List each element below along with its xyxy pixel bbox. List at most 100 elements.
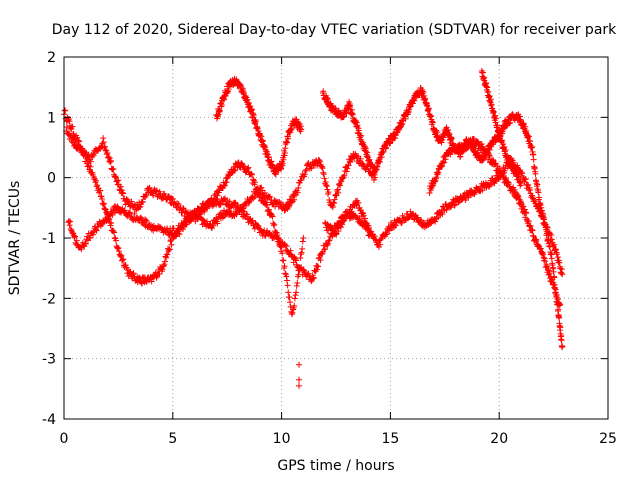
- data-point: [294, 189, 301, 196]
- data-point: [295, 184, 302, 191]
- data-point: [439, 211, 446, 218]
- data-point: [122, 201, 129, 208]
- y-tick-label: 1: [47, 110, 56, 126]
- data-point: [519, 169, 526, 176]
- y-tick-label: -3: [42, 352, 56, 368]
- data-point: [404, 210, 411, 217]
- data-point: [66, 118, 73, 125]
- data-point: [302, 167, 309, 174]
- data-point: [271, 221, 278, 228]
- data-point: [264, 148, 271, 155]
- data-point: [276, 199, 283, 206]
- data-point: [145, 185, 152, 192]
- x-tick-label: 20: [490, 431, 508, 447]
- data-point: [537, 208, 544, 215]
- data-point: [354, 122, 361, 129]
- data-point: [345, 162, 352, 169]
- data-point: [362, 166, 369, 173]
- data-point: [280, 257, 287, 264]
- data-point: [502, 147, 509, 154]
- data-point: [261, 189, 268, 196]
- data-point: [127, 209, 134, 216]
- data-point: [484, 149, 491, 156]
- data-point: [551, 241, 558, 248]
- y-tick-label: -1: [42, 231, 56, 247]
- series-isolated-points: [296, 361, 303, 389]
- data-point: [243, 202, 250, 209]
- data-point: [341, 216, 348, 223]
- data-point: [287, 247, 294, 254]
- data-point: [518, 170, 525, 177]
- data-point: [210, 222, 217, 229]
- data-point: [308, 165, 315, 172]
- x-tick-label: 0: [60, 431, 69, 447]
- y-axis-ticks: -4 -3 -2 -1 0 1 2: [42, 50, 608, 428]
- x-tick-label: 10: [273, 431, 291, 447]
- data-point: [289, 309, 296, 316]
- data-point: [292, 292, 299, 299]
- x-axis-label: GPS time / hours: [277, 458, 394, 474]
- data-point: [167, 238, 174, 245]
- data-point: [94, 182, 101, 189]
- data-point: [74, 134, 81, 141]
- data-point: [100, 200, 107, 207]
- data-point: [559, 343, 566, 350]
- data-point: [474, 138, 481, 145]
- data-point: [300, 235, 307, 241]
- data-point: [100, 135, 107, 142]
- data-point: [115, 177, 122, 184]
- data-point: [161, 258, 168, 265]
- data-point: [82, 240, 89, 247]
- data-point: [265, 206, 272, 213]
- data-point: [161, 261, 168, 268]
- data-point: [90, 152, 97, 159]
- data-point: [298, 126, 305, 133]
- data-point: [70, 135, 77, 142]
- data-point: [398, 220, 405, 227]
- data-point: [71, 141, 78, 148]
- data-points: [61, 68, 566, 389]
- data-point: [492, 112, 499, 119]
- data-point: [117, 183, 124, 190]
- data-point: [111, 234, 118, 241]
- data-point: [491, 180, 498, 187]
- data-point: [178, 209, 185, 216]
- data-point: [62, 107, 69, 114]
- data-point: [522, 176, 529, 183]
- data-point: [258, 184, 265, 191]
- y-tick-label: -4: [42, 412, 56, 428]
- data-point: [286, 202, 293, 209]
- data-point: [339, 221, 346, 228]
- data-point: [530, 156, 537, 163]
- data-point: [247, 103, 254, 110]
- data-point: [556, 314, 563, 321]
- data-point: [464, 144, 471, 151]
- data-point: [203, 218, 210, 225]
- data-point: [300, 266, 307, 273]
- data-point: [160, 262, 167, 269]
- data-point: [426, 190, 433, 197]
- data-point: [199, 221, 206, 228]
- data-point: [337, 182, 344, 189]
- data-point: [360, 212, 367, 219]
- data-point: [114, 244, 121, 251]
- data-point: [99, 140, 106, 147]
- data-point: [306, 165, 313, 172]
- data-point: [298, 249, 305, 256]
- data-point: [525, 133, 532, 140]
- data-point: [343, 168, 350, 175]
- data-point: [223, 179, 230, 186]
- data-point: [443, 206, 450, 213]
- data-point: [269, 213, 276, 220]
- data-point: [282, 242, 289, 249]
- data-point: [283, 273, 290, 280]
- data-point: [248, 106, 255, 113]
- data-point: [175, 201, 182, 208]
- data-point: [137, 214, 144, 221]
- data-point: [310, 274, 317, 281]
- data-point: [128, 198, 135, 205]
- data-point: [502, 175, 509, 182]
- data-point: [296, 361, 303, 368]
- data-point: [554, 254, 561, 261]
